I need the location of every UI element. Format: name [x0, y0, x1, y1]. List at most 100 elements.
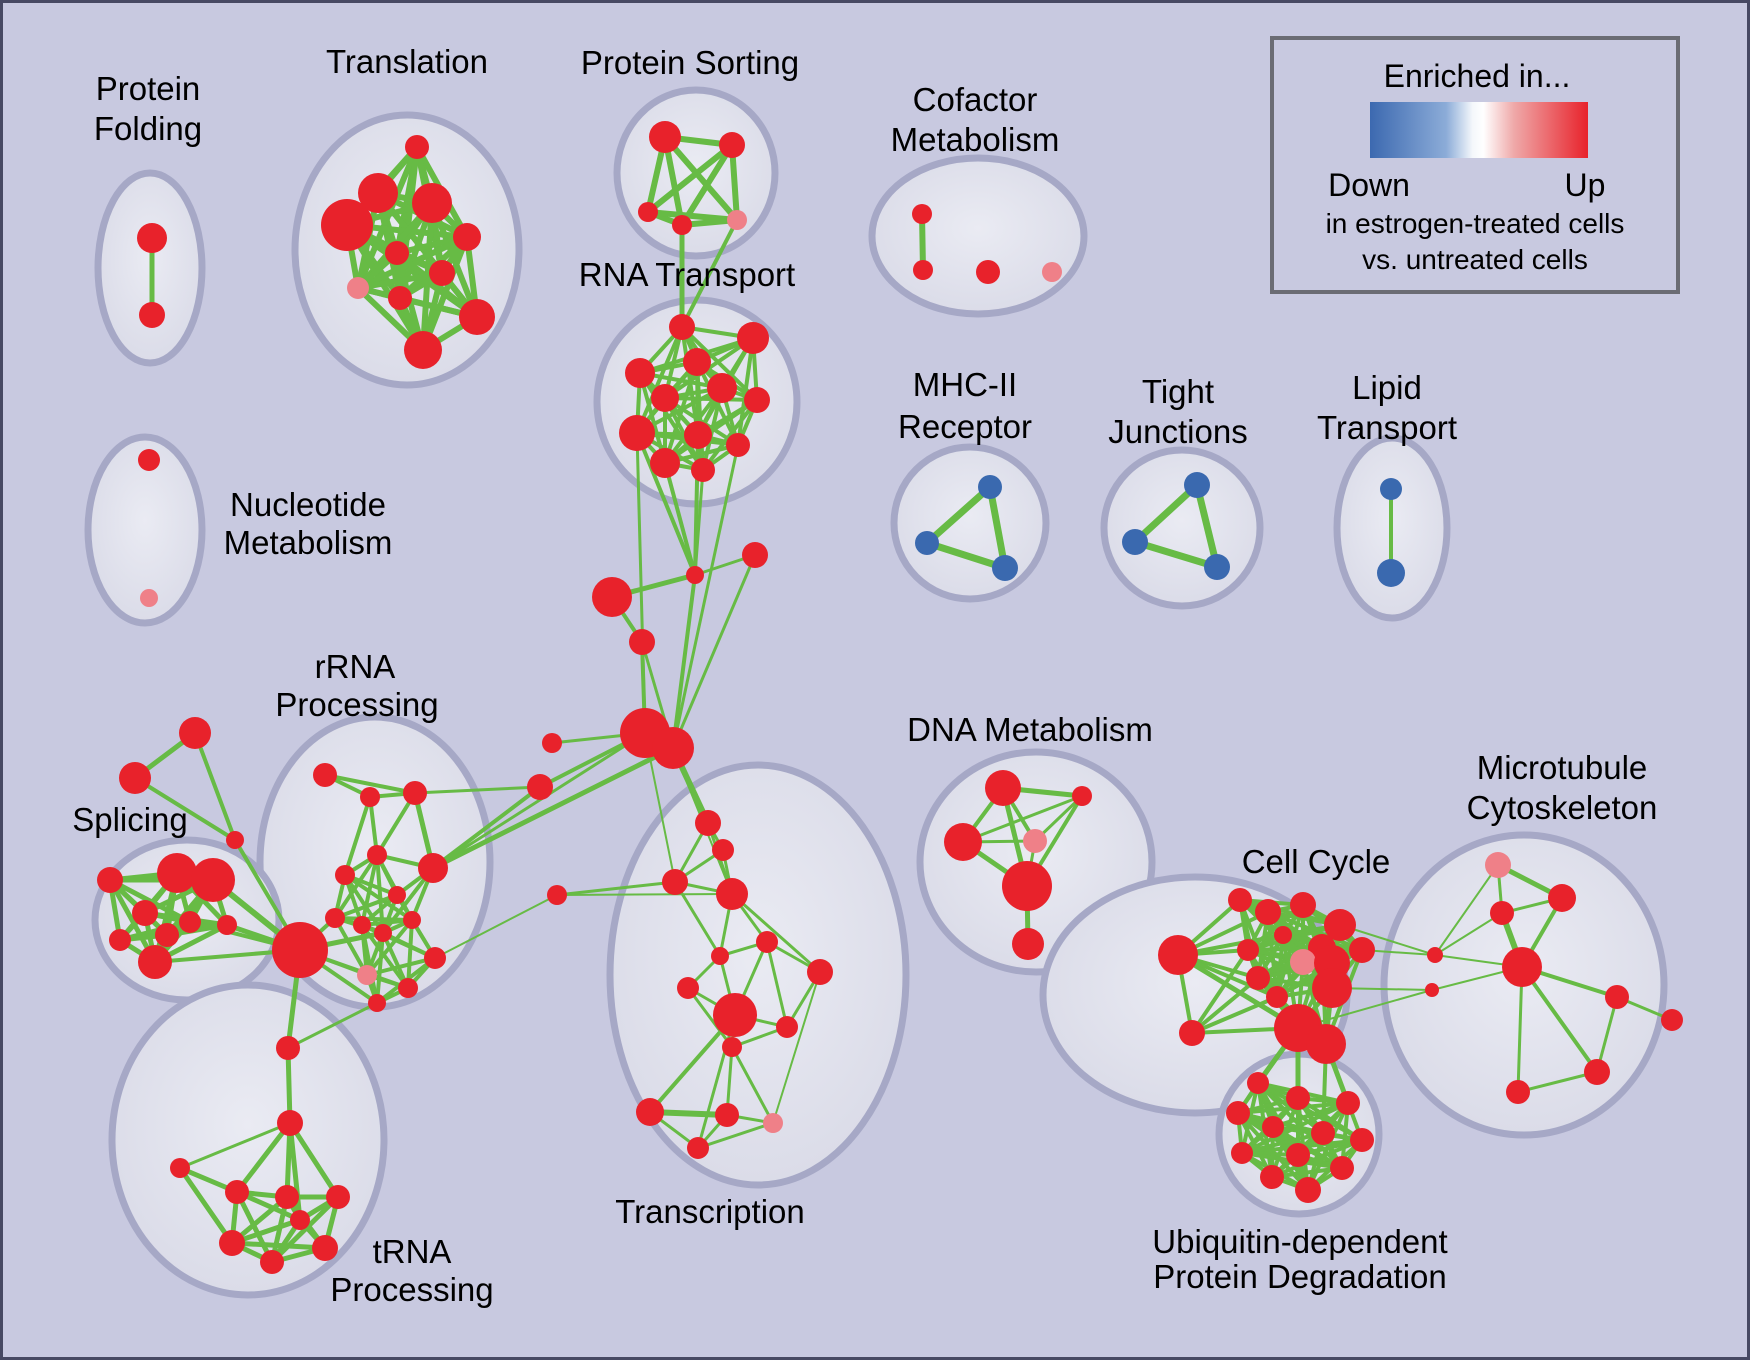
node-transcription — [711, 947, 729, 965]
node-splicing — [217, 915, 237, 935]
node-microtubule-cytoskeleton — [1506, 1080, 1530, 1104]
node-connectors — [542, 733, 562, 753]
node-rna-transport — [707, 373, 737, 403]
node-microtubule-cytoskeleton — [1584, 1059, 1610, 1085]
legend-title: Enriched in... — [1384, 58, 1571, 94]
node-rna-transport — [744, 387, 770, 413]
edge — [772, 971, 821, 1124]
legend-down-label: Down — [1328, 167, 1410, 203]
cluster-label-trna-line2: Processing — [330, 1271, 493, 1308]
node-dna-metabolism — [1012, 928, 1044, 960]
node-splicing — [191, 858, 235, 902]
node-rrna-processing — [398, 978, 418, 998]
edge — [696, 1121, 775, 1150]
node-dna-metabolism — [1072, 786, 1092, 806]
node-rrna-processing — [335, 865, 355, 885]
node-splicing — [179, 911, 201, 933]
cluster-label-cofactor-line2: Metabolism — [891, 121, 1060, 158]
node-rrna-processing — [325, 908, 345, 928]
edge — [229, 1240, 328, 1251]
edge — [431, 785, 542, 870]
node-cell-cycle — [1349, 937, 1375, 963]
node-ubiquitin-degradation — [1336, 1091, 1360, 1115]
node-microtubule-cytoskeleton — [1605, 985, 1629, 1009]
legend-up-label: Up — [1565, 167, 1606, 203]
node-cofactor-metabolism — [913, 260, 933, 280]
node-splicing — [138, 945, 172, 979]
cluster-label-ubiquitin-line2: Protein Degradation — [1153, 1258, 1447, 1295]
edge — [333, 893, 399, 920]
node-cofactor-metabolism — [912, 204, 932, 224]
node-splicing — [157, 853, 197, 893]
node-trna-processing — [312, 1235, 338, 1261]
edge — [923, 539, 1009, 572]
node-trna-processing — [260, 1250, 284, 1274]
node-lipid-transport — [1377, 559, 1405, 587]
edge — [133, 776, 237, 842]
node-transcription — [713, 993, 757, 1037]
node-translation — [358, 173, 398, 213]
node-transcription — [776, 1016, 798, 1038]
node-microtubule-cytoskeleton — [1548, 884, 1576, 912]
edge — [1520, 965, 1599, 1074]
edge — [686, 986, 734, 1049]
nodes-layer — [97, 121, 1683, 1274]
cluster-ellipse-tight-junctions — [1100, 446, 1264, 610]
node-protein-sorting — [638, 202, 658, 222]
node-translation — [412, 183, 452, 223]
cluster-label-microtubule-line1: Microtubule — [1477, 749, 1648, 786]
edge — [671, 443, 740, 750]
cluster-label-ubiquitin-line1: Ubiquitin-dependent — [1152, 1223, 1447, 1260]
node-microtubule-cytoskeleton — [1425, 983, 1439, 997]
node-cell-cycle — [1255, 899, 1281, 925]
edge — [177, 1165, 235, 1246]
node-rrna-processing — [368, 994, 386, 1012]
node-rrna-processing — [403, 911, 421, 929]
node-protein-sorting — [672, 215, 692, 235]
cluster-label-lipid-line2: Transport — [1317, 409, 1457, 446]
node-dna-metabolism — [1002, 861, 1052, 911]
node-translation — [347, 277, 369, 299]
cluster-label-transcription: Transcription — [615, 1193, 805, 1230]
edge — [923, 483, 994, 547]
node-rna-transport — [683, 348, 711, 376]
edge — [765, 940, 789, 1029]
node-lipid-transport — [1380, 478, 1402, 500]
node-connectors — [742, 542, 768, 568]
node-translation — [385, 241, 409, 265]
cluster-ellipse-nucleotide-metabolism — [84, 433, 206, 627]
node-rna-transport — [619, 415, 655, 451]
cluster-label-cofactor-line1: Cofactor — [913, 81, 1038, 118]
node-connectors — [592, 577, 632, 617]
node-mhc-ii-receptor — [992, 555, 1018, 581]
edge — [333, 853, 379, 920]
node-connectors — [629, 629, 655, 655]
edge — [234, 1120, 293, 1195]
node-dna-metabolism — [985, 770, 1021, 806]
node-transcription — [636, 1098, 664, 1126]
node-translation — [388, 286, 412, 310]
node-connectors — [272, 922, 328, 978]
node-protein-sorting — [719, 132, 745, 158]
node-dna-metabolism — [1023, 829, 1047, 853]
edge — [431, 731, 647, 870]
edge — [193, 731, 237, 842]
node-rrna-processing — [374, 924, 392, 942]
edge — [1190, 948, 1250, 1035]
edge — [645, 142, 735, 215]
node-ubiquitin-degradation — [1260, 1165, 1284, 1189]
node-translation — [429, 260, 455, 286]
edge — [730, 1045, 775, 1125]
cluster-label-nucleotide-line1: Nucleotide — [230, 486, 386, 523]
node-cell-cycle — [1246, 966, 1270, 990]
node-translation — [405, 135, 429, 159]
node-splicing — [155, 923, 179, 947]
node-connectors — [652, 727, 694, 769]
node-rrna-processing — [388, 886, 406, 904]
node-rrna-processing — [418, 853, 448, 883]
cluster-label-rna-transport: RNA Transport — [579, 256, 795, 293]
edge — [1516, 1070, 1599, 1094]
node-transcription — [712, 839, 734, 861]
edge — [663, 461, 697, 577]
